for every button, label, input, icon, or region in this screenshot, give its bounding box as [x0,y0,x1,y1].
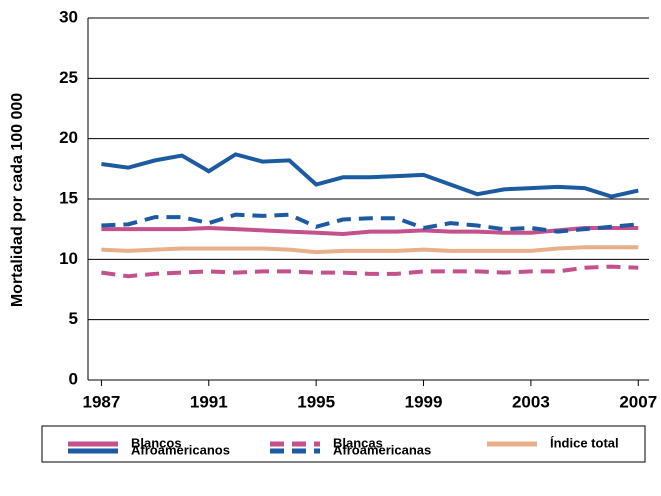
y-tick-label: 15 [59,188,78,207]
y-tick-label: 5 [69,309,78,328]
y-axis-label: Mortalidad por cada 100 000 [9,93,26,307]
legend-box [41,425,646,463]
y-tick-label: 20 [59,128,78,147]
x-tick-label: 1991 [190,392,228,411]
x-tick-label: 2003 [512,392,550,411]
y-tick-label: 0 [69,369,78,388]
series-line [101,264,639,279]
legend-label: Afroamericanas [333,442,431,457]
y-tick-label: 25 [59,68,78,87]
legend-label: Blancos [131,435,182,450]
y-tick-label: 30 [59,7,78,26]
x-tick-label: 1995 [297,392,335,411]
series-line [101,225,639,236]
x-tick-label: 1999 [405,392,443,411]
legend-label: Afroamericanos [131,442,230,457]
legend-label: Blancas [333,435,383,450]
series-line [101,245,639,255]
x-tick-label: 2007 [619,392,657,411]
x-tick-label: 1987 [83,392,121,411]
y-tick-label: 10 [59,249,78,268]
series-line [101,152,639,199]
legend-label: Índice total [550,435,619,450]
series-line [101,212,639,234]
